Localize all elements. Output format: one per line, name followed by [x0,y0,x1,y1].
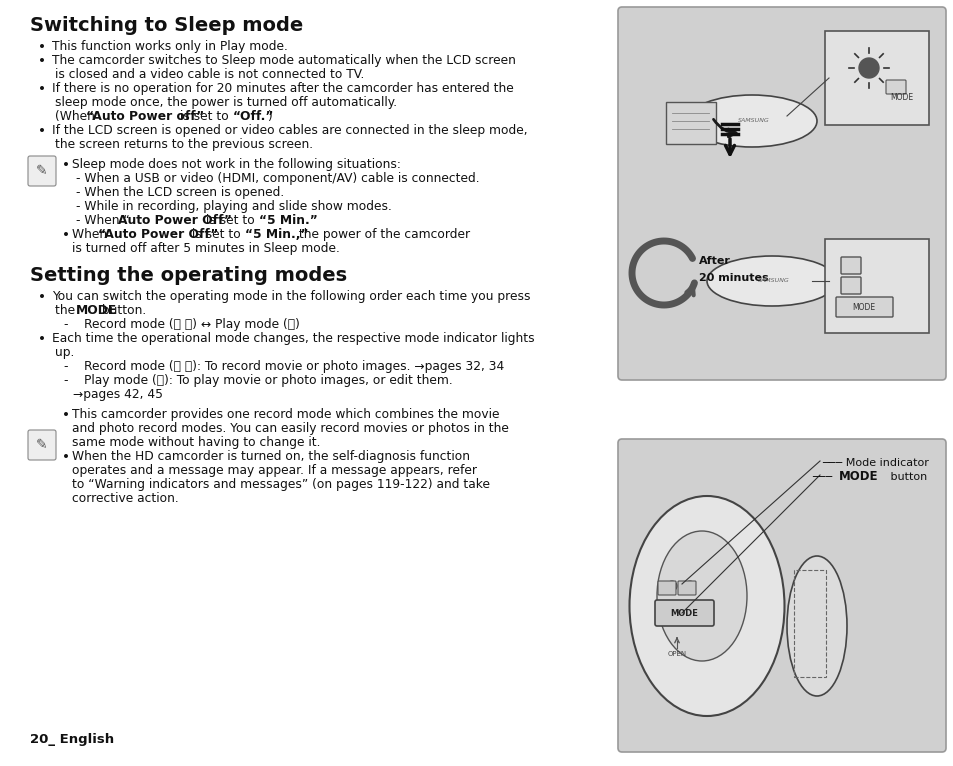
FancyBboxPatch shape [618,7,945,380]
Text: the screen returns to the previous screen.: the screen returns to the previous scree… [55,138,313,151]
Text: Auto Power Off”: Auto Power Off” [117,214,232,227]
Text: MODE: MODE [889,93,913,103]
Text: “Off.”: “Off.” [233,110,274,123]
Ellipse shape [657,531,746,661]
Circle shape [858,58,878,78]
Text: After: After [699,256,730,266]
Text: If the LCD screen is opened or video cables are connected in the sleep mode,: If the LCD screen is opened or video cab… [52,124,527,137]
FancyArrowPatch shape [713,119,736,137]
Text: up.: up. [55,346,74,359]
Text: ───: ─── [811,472,835,482]
Text: OPEN: OPEN [667,651,686,657]
Text: MODE: MODE [852,303,875,312]
FancyBboxPatch shape [885,80,905,94]
Text: is set to: is set to [201,214,258,227]
Text: operates and a message may appear. If a message appears, refer: operates and a message may appear. If a … [71,464,476,477]
Text: Setting the operating modes: Setting the operating modes [30,266,347,285]
Text: sleep mode once, the power is turned off automatically.: sleep mode once, the power is turned off… [55,96,396,109]
FancyBboxPatch shape [824,31,928,125]
Ellipse shape [686,95,816,147]
FancyBboxPatch shape [841,257,861,274]
Text: (When: (When [55,110,99,123]
FancyBboxPatch shape [28,430,56,460]
Text: •: • [62,450,70,464]
Text: “5 Min.”: “5 Min.” [258,214,317,227]
Text: 20 minutes: 20 minutes [699,273,768,283]
Text: If there is no operation for 20 minutes after the camcorder has entered the: If there is no operation for 20 minutes … [52,82,514,95]
Text: is closed and a video cable is not connected to TV.: is closed and a video cable is not conne… [55,68,364,81]
Text: •: • [38,82,46,96]
Text: ─── Mode indicator: ─── Mode indicator [821,458,928,468]
FancyBboxPatch shape [824,239,928,333]
Ellipse shape [786,556,846,696]
Text: and photo record modes. You can easily record movies or photos in the: and photo record modes. You can easily r… [71,422,508,435]
Text: Each time the operational mode changes, the respective mode indicator lights: Each time the operational mode changes, … [52,332,534,345]
Text: MODE: MODE [838,470,878,483]
Text: is set to: is set to [188,228,244,241]
Text: MODE: MODE [75,304,117,317]
Ellipse shape [706,256,836,306]
Text: ✎: ✎ [36,164,48,178]
Text: •: • [62,408,70,422]
Text: same mode without having to change it.: same mode without having to change it. [71,436,320,449]
Text: -    Record mode (Ⓐ Ⓑ): To record movie or photo images. →pages 32, 34: - Record mode (Ⓐ Ⓑ): To record movie or … [64,360,504,373]
Text: - When a USB or video (HDMI, component/AV) cable is connected.: - When a USB or video (HDMI, component/A… [76,172,479,185]
Text: the: the [55,304,79,317]
Text: “Auto Power off”: “Auto Power off” [86,110,204,123]
Text: When: When [71,228,111,241]
Text: is set to: is set to [175,110,233,123]
Circle shape [666,581,677,591]
Text: “5 Min.,”: “5 Min.,” [245,228,308,241]
Text: •: • [38,332,46,346]
Text: button.: button. [98,304,147,317]
FancyBboxPatch shape [678,581,696,595]
Text: - When “: - When “ [76,214,130,227]
Text: - While in recording, playing and slide show modes.: - While in recording, playing and slide … [76,200,392,213]
Text: You can switch the operating mode in the following order each time you press: You can switch the operating mode in the… [52,290,530,303]
Text: “Auto Power Off”: “Auto Power Off” [98,228,218,241]
Text: •: • [38,40,46,54]
FancyArrowPatch shape [725,139,734,154]
Ellipse shape [629,496,783,716]
Text: Switching to Sleep mode: Switching to Sleep mode [30,16,303,35]
Text: This camcorder provides one record mode which combines the movie: This camcorder provides one record mode … [71,408,499,421]
Text: SAMSUNG: SAMSUNG [758,279,789,283]
Text: •: • [62,228,70,242]
Text: 20_ English: 20_ English [30,733,114,746]
Text: -    Record mode (Ⓐ Ⓑ) ↔ Play mode (Ⓒ): - Record mode (Ⓐ Ⓑ) ↔ Play mode (Ⓒ) [64,318,299,331]
FancyBboxPatch shape [841,277,861,294]
Text: corrective action.: corrective action. [71,492,178,505]
Text: Sleep mode does not work in the following situations:: Sleep mode does not work in the followin… [71,158,400,171]
Text: The camcorder switches to Sleep mode automatically when the LCD screen: The camcorder switches to Sleep mode aut… [52,54,516,67]
FancyBboxPatch shape [618,439,945,752]
Text: ✎: ✎ [36,438,48,452]
FancyBboxPatch shape [658,581,676,595]
Text: -    Play mode (Ⓒ): To play movie or photo images, or edit them.: - Play mode (Ⓒ): To play movie or photo … [64,374,453,387]
Text: to “Warning indicators and messages” (on pages 119-122) and take: to “Warning indicators and messages” (on… [71,478,490,491]
Text: - When the LCD screen is opened.: - When the LCD screen is opened. [76,186,284,199]
Text: •: • [38,54,46,68]
FancyArrowPatch shape [674,638,679,643]
FancyBboxPatch shape [835,297,892,317]
Text: •: • [38,290,46,304]
Text: →pages 42, 45: →pages 42, 45 [73,388,163,401]
FancyBboxPatch shape [665,102,716,144]
Text: button: button [886,472,926,482]
FancyBboxPatch shape [28,156,56,186]
Text: •: • [62,158,70,172]
Circle shape [684,581,695,591]
Text: This function works only in Play mode.: This function works only in Play mode. [52,40,288,53]
Text: When the HD camcorder is turned on, the self-diagnosis function: When the HD camcorder is turned on, the … [71,450,470,463]
Text: SAMSUNG: SAMSUNG [738,119,769,123]
Text: is turned off after 5 minutes in Sleep mode.: is turned off after 5 minutes in Sleep m… [71,242,339,255]
Text: ): ) [266,110,271,123]
Text: •: • [38,124,46,138]
FancyArrowPatch shape [686,284,693,295]
Text: the power of the camcorder: the power of the camcorder [294,228,470,241]
Text: MODE: MODE [669,608,698,617]
FancyBboxPatch shape [655,600,713,626]
